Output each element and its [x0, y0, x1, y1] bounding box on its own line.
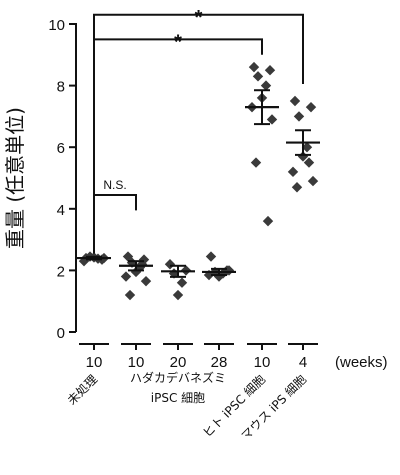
- data-point: [297, 151, 309, 162]
- data-point: [164, 259, 176, 270]
- group-label-untreated: 未処理: [65, 372, 100, 407]
- x-tick-label: 20: [170, 354, 187, 371]
- x-tick-label: 10: [254, 354, 271, 371]
- x-tick-label: 28: [211, 354, 228, 371]
- data-point: [223, 265, 235, 276]
- data-point: [124, 289, 136, 301]
- data-point: [307, 175, 319, 187]
- data-point: [262, 215, 274, 227]
- y-axis-label: 重量 (任意単位): [3, 107, 27, 249]
- data-point: [291, 182, 303, 193]
- data-point: [301, 142, 313, 153]
- data-point: [252, 71, 264, 82]
- significance-label: N.S.: [103, 178, 126, 192]
- data-point: [138, 254, 150, 265]
- data-point: [305, 101, 317, 113]
- x-unit-label: (weeks): [335, 354, 388, 371]
- y-tick-label: 0: [57, 325, 65, 342]
- data-point: [213, 271, 225, 282]
- data-point: [140, 275, 152, 287]
- data-point: [176, 277, 188, 288]
- y-tick-label: 2: [57, 263, 65, 280]
- x-tick-label: 10: [86, 354, 103, 371]
- data-point: [260, 80, 272, 91]
- significance-bracket: [93, 38, 263, 254]
- data-point: [287, 166, 299, 178]
- significance-label: *: [195, 7, 203, 29]
- x-tick-label: 10: [128, 354, 145, 371]
- group-label-nmr-line1: ハダカデバネズミ: [130, 370, 226, 385]
- y-tick-label: 4: [57, 202, 65, 219]
- data-point: [266, 114, 278, 125]
- data-point: [78, 255, 90, 267]
- significance-bracket: [93, 13, 304, 85]
- data-point: [303, 157, 315, 168]
- data-point: [293, 111, 305, 122]
- data-point: [130, 266, 142, 278]
- data-point: [120, 271, 132, 282]
- data-point: [264, 65, 276, 76]
- y-tick-label: 6: [57, 140, 65, 157]
- y-tick-label: 8: [57, 79, 65, 96]
- y-tick-label: 10: [48, 17, 65, 34]
- data-point: [289, 95, 301, 107]
- data-point: [250, 157, 262, 168]
- x-tick-label: 4: [299, 354, 307, 371]
- data-point: [172, 289, 184, 301]
- significance-bracket: [93, 193, 137, 254]
- data-point: [248, 61, 260, 73]
- significance-label: *: [174, 31, 182, 53]
- group-label-nmr-line2: iPSC 細胞: [151, 391, 205, 405]
- data-point: [205, 251, 217, 262]
